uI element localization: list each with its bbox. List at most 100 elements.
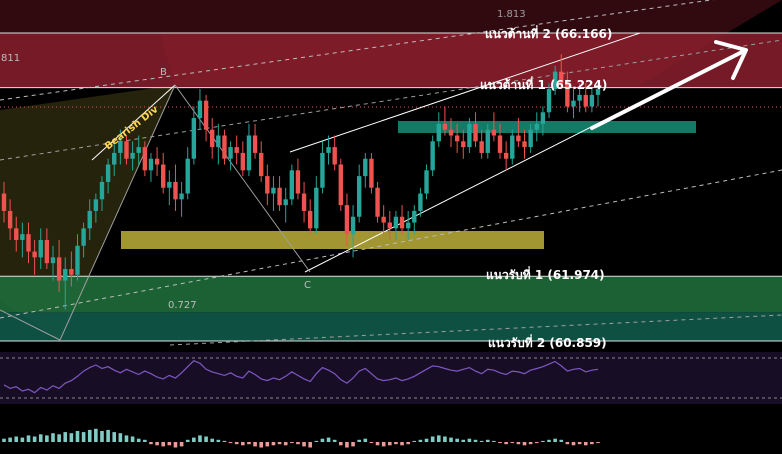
swing-line-1 bbox=[0, 309, 61, 341]
macd-bar bbox=[259, 442, 263, 448]
support-zone-1 bbox=[0, 276, 782, 313]
macd-bar bbox=[234, 442, 239, 445]
macd-bar bbox=[112, 432, 117, 442]
macd-bar bbox=[143, 439, 147, 442]
macd-bar bbox=[314, 440, 319, 442]
macd-bar bbox=[241, 442, 245, 446]
macd-bar bbox=[149, 442, 153, 445]
candle-body bbox=[485, 129, 490, 153]
candle-body bbox=[277, 187, 282, 206]
candle-body bbox=[142, 147, 148, 171]
macd-bar bbox=[479, 440, 484, 442]
candle-body bbox=[363, 158, 368, 177]
macd-bar bbox=[320, 438, 325, 442]
support-1-label: แนวรับที่ 1 (61.974) bbox=[486, 266, 605, 282]
candle-body bbox=[430, 141, 435, 171]
candle-body bbox=[338, 164, 344, 206]
macd-bar bbox=[173, 442, 178, 448]
macd-bar bbox=[424, 438, 429, 442]
macd-bar bbox=[130, 436, 135, 442]
candle-body bbox=[295, 170, 301, 194]
candle-body bbox=[479, 141, 484, 153]
macd-bar bbox=[106, 429, 110, 442]
macd-bar bbox=[492, 440, 496, 442]
macd-bar bbox=[167, 442, 172, 446]
macd-bar bbox=[45, 435, 49, 442]
candle-body bbox=[148, 158, 154, 171]
macd-bar bbox=[406, 442, 410, 445]
candle-body bbox=[105, 164, 111, 182]
candle-body bbox=[467, 123, 472, 148]
macd-bar bbox=[87, 429, 92, 442]
macd-bar bbox=[228, 442, 233, 444]
candle-body bbox=[69, 268, 74, 275]
macd-bar bbox=[559, 439, 564, 442]
macd-bar bbox=[94, 428, 98, 442]
candle-body bbox=[418, 193, 423, 211]
candle-body bbox=[222, 135, 227, 159]
macd-bar bbox=[51, 433, 55, 442]
candle-body bbox=[124, 141, 129, 159]
candle-body bbox=[38, 239, 43, 258]
macd-bar bbox=[351, 442, 355, 447]
macd-bar bbox=[449, 437, 453, 442]
candle-body bbox=[583, 94, 588, 107]
candle-body bbox=[320, 152, 325, 188]
macd-bar bbox=[522, 442, 527, 446]
candle-body bbox=[20, 234, 25, 240]
point-c-label: C bbox=[304, 280, 311, 291]
candle-body bbox=[56, 257, 62, 281]
macd-bar bbox=[375, 442, 380, 446]
candle-body bbox=[344, 205, 350, 235]
candle-body bbox=[565, 83, 570, 107]
candle-body bbox=[216, 135, 221, 148]
resistance-zone bbox=[0, 33, 782, 88]
macd-bar bbox=[118, 433, 123, 442]
macd-bar bbox=[387, 442, 392, 446]
macd-bar bbox=[124, 435, 129, 442]
macd-bar bbox=[185, 439, 190, 442]
macd-bar bbox=[265, 442, 270, 447]
candle-body bbox=[424, 170, 429, 194]
swing-line-3 bbox=[174, 84, 311, 273]
macd-bar bbox=[528, 442, 533, 445]
macd-bar bbox=[381, 442, 386, 447]
macd-bar bbox=[204, 436, 208, 442]
candle-body bbox=[289, 170, 295, 200]
candle-body bbox=[332, 147, 337, 165]
resistance-2-label: แนวต้านที่ 2 (66.166) bbox=[485, 25, 612, 41]
candle-body bbox=[540, 112, 546, 124]
macd-bar bbox=[271, 442, 276, 446]
macd-bar bbox=[443, 436, 447, 442]
candle-body bbox=[81, 228, 86, 246]
candle-body bbox=[197, 100, 203, 119]
candle-body bbox=[258, 152, 264, 177]
candle-body bbox=[118, 141, 123, 153]
candle-body bbox=[503, 152, 509, 159]
trendlines-layer bbox=[0, 0, 782, 346]
macd-bar bbox=[63, 432, 68, 442]
yellow-zone bbox=[121, 231, 544, 249]
macd-bar bbox=[583, 442, 588, 446]
fib-mid-label: 0.727 bbox=[168, 300, 197, 311]
macd-bar bbox=[467, 438, 472, 442]
macd-bar bbox=[161, 442, 166, 447]
macd-bar bbox=[553, 438, 557, 442]
candle-body bbox=[559, 71, 564, 84]
candle-body bbox=[454, 135, 460, 142]
fib-top-label: 1.813 bbox=[497, 9, 526, 20]
macd-bar bbox=[75, 431, 80, 442]
macd-bar bbox=[283, 442, 288, 446]
candle-body bbox=[571, 100, 576, 107]
macd-bar bbox=[38, 434, 43, 442]
candle-body bbox=[577, 94, 582, 101]
candle-body bbox=[7, 210, 13, 229]
candle-body bbox=[381, 216, 386, 223]
candle-body bbox=[87, 210, 92, 229]
candle-body bbox=[32, 251, 37, 258]
candle-body bbox=[130, 152, 135, 159]
candle-body bbox=[528, 129, 533, 148]
candle-body bbox=[448, 129, 454, 136]
